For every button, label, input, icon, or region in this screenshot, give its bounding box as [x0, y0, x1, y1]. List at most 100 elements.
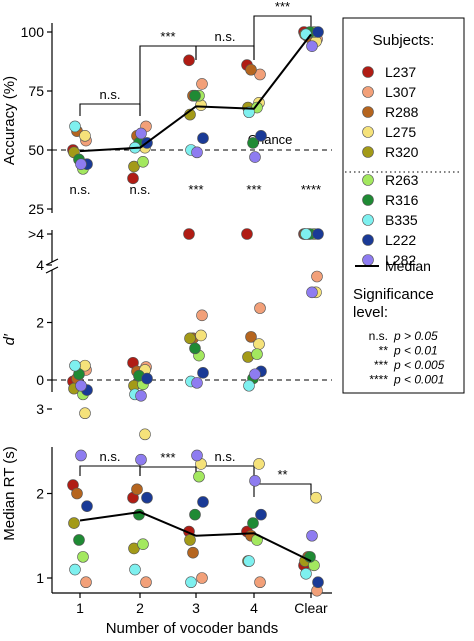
dprime-axis-break-mark: [45, 266, 59, 274]
legend-label-r316: R316: [385, 192, 419, 208]
accuracy-point-l282: [75, 158, 87, 170]
rt-point-l275: [139, 428, 151, 441]
accuracy-point-l282: [306, 40, 318, 52]
accuracy-point-l222: [255, 130, 267, 142]
accuracy-vs-chance-label: ****: [301, 182, 321, 197]
legend-significance-stars: **: [379, 344, 389, 358]
rt-point-l275: [253, 458, 265, 470]
accuracy-point-r263: [137, 156, 149, 168]
rt-comparison-label: n.s.: [215, 449, 236, 464]
legend-significance-stars: n.s.: [369, 329, 388, 343]
accuracy-comparison-bracket: [79, 103, 141, 116]
accuracy-vs-chance-label: n.s.: [70, 182, 91, 197]
rt-point-r288: [71, 487, 83, 500]
accuracy-point-r316: [189, 89, 201, 102]
x-axis-label: Number of vocoder bands: [106, 620, 279, 637]
dprime-point-l222: [141, 372, 153, 385]
accuracy-comparison-label: ***: [275, 0, 290, 14]
rt-point-r288: [131, 483, 143, 496]
dprime-point-l282: [135, 390, 147, 402]
legend-median-label: Median: [385, 258, 431, 274]
dprime-point-r263: [251, 348, 263, 360]
legend-label-r288: R288: [385, 104, 419, 120]
accuracy-comparison-bracket: [253, 15, 312, 60]
legend-marker-l307: [362, 86, 374, 98]
rt-point-r316: [247, 517, 259, 529]
dprime-point-l275: [195, 329, 207, 342]
rt-point-l222: [141, 491, 153, 504]
rt-point-l222: [197, 496, 209, 508]
dprime-point-l282: [306, 286, 318, 299]
legend-label-l222: L222: [385, 232, 416, 248]
rt-point-r263: [77, 551, 89, 563]
rt-point-b335: [129, 563, 141, 576]
legend-significance-text: p < 0.001: [393, 373, 444, 387]
x-tick-label: 3: [192, 600, 200, 616]
dprime-point-l307: [311, 270, 323, 283]
dprime-point-b335: [69, 359, 81, 372]
rt-point-r316: [73, 534, 85, 546]
legend-subjects-title: Subjects:: [373, 32, 435, 49]
legend-marker-l275: [362, 126, 374, 138]
dprime-point-l237: [241, 228, 253, 240]
accuracy-point-l222: [312, 26, 324, 38]
rt-point-r320: [184, 534, 196, 546]
accuracy-vs-chance-label: ***: [246, 182, 261, 197]
legend-label-b335: B335: [385, 212, 418, 228]
rt-point-r263: [193, 470, 205, 483]
accuracy-point-l237: [127, 172, 139, 185]
legend-significance-stars: ****: [369, 373, 388, 387]
dprime-point-b335: [300, 228, 312, 240]
rt-median-line: [79, 511, 312, 562]
legend-label-l237: L237: [385, 64, 416, 80]
legend-significance-text: p > 0.05: [393, 329, 438, 343]
accuracy-point-l222: [197, 132, 209, 144]
accuracy-point-l282: [135, 127, 147, 140]
rt-point-l282: [75, 449, 87, 462]
dprime-point-l275: [253, 338, 265, 350]
rt-point-r263: [137, 538, 149, 551]
legend-label-l282: L282: [385, 252, 416, 268]
dprime-point-l222: [312, 228, 324, 240]
rt-y-tick-label: 2: [36, 486, 44, 502]
rt-comparison-bracket: [253, 483, 312, 497]
rt-point-l307: [140, 576, 152, 589]
legend-marker-r288: [362, 106, 374, 118]
rt-y-axis-label: Median RT (s): [1, 446, 18, 540]
accuracy-y-tick-label: 25: [28, 201, 44, 217]
legend-label-l275: L275: [385, 124, 416, 140]
rt-point-b335: [243, 555, 255, 567]
legend-box: [342, 17, 465, 394]
legend-marker-r263: [362, 174, 374, 186]
legend-marker-l222: [362, 234, 374, 246]
accuracy-point-l275: [195, 99, 207, 111]
accuracy-point-r288: [245, 63, 257, 76]
dprime-point-l307: [196, 309, 208, 322]
rt-y-tick-label: 1: [36, 570, 44, 586]
legend-marker-r316: [362, 194, 374, 206]
legend-significance-text: p < 0.01: [393, 344, 438, 358]
accuracy-comparison-label: n.s.: [100, 87, 121, 102]
rt-y-tick-label: 3: [36, 401, 44, 417]
dprime-point-b335: [243, 379, 255, 392]
dprime-ceiling-label: >4: [28, 226, 44, 242]
legend-significance-title: Significance: [353, 286, 434, 303]
legend-significance-title: level:: [353, 304, 388, 321]
rt-comparison-bracket: [139, 466, 197, 476]
rt-point-l307: [254, 576, 266, 589]
dprime-point-l237: [183, 228, 195, 240]
dprime-point-r288: [245, 331, 257, 343]
legend-marker-l237: [362, 66, 374, 78]
dprime-y-tick-label: 4: [36, 257, 44, 273]
accuracy-point-r316: [247, 137, 259, 149]
dprime-point-l282: [249, 368, 261, 381]
accuracy-y-axis-label: Accuracy (%): [1, 76, 18, 165]
accuracy-y-tick-label: 75: [28, 83, 44, 99]
accuracy-comparison-label: n.s.: [215, 29, 236, 44]
rt-point-l275: [310, 491, 322, 504]
accuracy-point-l307: [196, 78, 208, 90]
accuracy-point-l282: [249, 151, 261, 163]
dprime-y-tick-label: 0: [36, 372, 44, 388]
legend-label-r263: R263: [385, 172, 419, 188]
